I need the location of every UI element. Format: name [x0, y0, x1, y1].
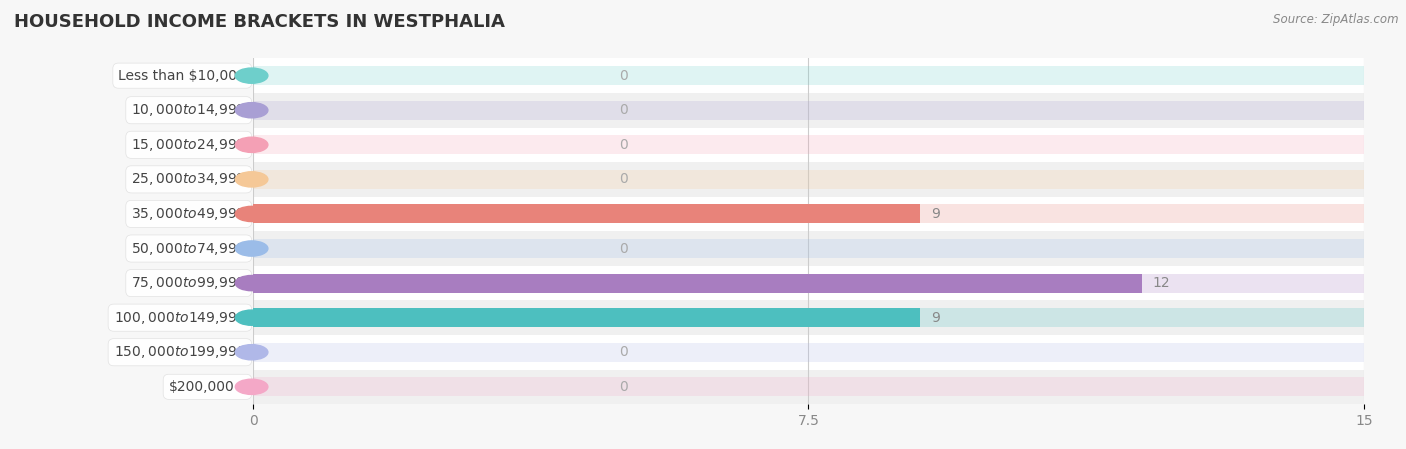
Bar [253, 170, 1364, 189]
FancyBboxPatch shape [253, 58, 1364, 93]
Text: $75,000 to $99,999: $75,000 to $99,999 [131, 275, 246, 291]
Bar [253, 377, 1364, 396]
Bar [253, 135, 1364, 154]
Bar [253, 343, 1364, 362]
Bar [253, 204, 1364, 224]
Text: 0: 0 [620, 380, 628, 394]
FancyBboxPatch shape [253, 300, 1364, 335]
Bar [253, 66, 1364, 85]
Circle shape [235, 103, 269, 118]
Bar [253, 273, 1142, 293]
Bar [253, 204, 920, 224]
Text: $100,000 to $149,999: $100,000 to $149,999 [114, 310, 246, 326]
Circle shape [235, 68, 269, 83]
Circle shape [235, 137, 269, 152]
Circle shape [235, 172, 269, 187]
FancyBboxPatch shape [253, 128, 1364, 162]
Circle shape [235, 310, 269, 325]
Bar [253, 273, 1364, 293]
Text: 0: 0 [620, 103, 628, 117]
Text: 12: 12 [1153, 276, 1170, 290]
Text: 0: 0 [620, 345, 628, 359]
Text: $50,000 to $74,999: $50,000 to $74,999 [131, 241, 246, 256]
Bar [253, 101, 1364, 120]
Text: $25,000 to $34,999: $25,000 to $34,999 [131, 172, 246, 187]
Text: Less than $10,000: Less than $10,000 [118, 69, 246, 83]
Text: 0: 0 [620, 242, 628, 255]
Text: 9: 9 [931, 207, 939, 221]
Circle shape [235, 276, 269, 291]
FancyBboxPatch shape [253, 162, 1364, 197]
Circle shape [235, 241, 269, 256]
Bar [253, 308, 1364, 327]
Text: $200,000+: $200,000+ [169, 380, 246, 394]
FancyBboxPatch shape [253, 197, 1364, 231]
Text: $15,000 to $24,999: $15,000 to $24,999 [131, 137, 246, 153]
Text: 0: 0 [620, 69, 628, 83]
Text: 0: 0 [620, 172, 628, 186]
Text: $10,000 to $14,999: $10,000 to $14,999 [131, 102, 246, 118]
Circle shape [235, 207, 269, 221]
Text: $35,000 to $49,999: $35,000 to $49,999 [131, 206, 246, 222]
Text: Source: ZipAtlas.com: Source: ZipAtlas.com [1274, 13, 1399, 26]
Bar [253, 239, 1364, 258]
Text: $150,000 to $199,999: $150,000 to $199,999 [114, 344, 246, 360]
Text: 0: 0 [620, 138, 628, 152]
Circle shape [235, 379, 269, 394]
FancyBboxPatch shape [253, 335, 1364, 370]
Circle shape [235, 345, 269, 360]
Text: HOUSEHOLD INCOME BRACKETS IN WESTPHALIA: HOUSEHOLD INCOME BRACKETS IN WESTPHALIA [14, 13, 505, 31]
FancyBboxPatch shape [253, 370, 1364, 404]
FancyBboxPatch shape [253, 266, 1364, 300]
Bar [253, 308, 920, 327]
FancyBboxPatch shape [253, 231, 1364, 266]
Text: 9: 9 [931, 311, 939, 325]
FancyBboxPatch shape [253, 93, 1364, 128]
